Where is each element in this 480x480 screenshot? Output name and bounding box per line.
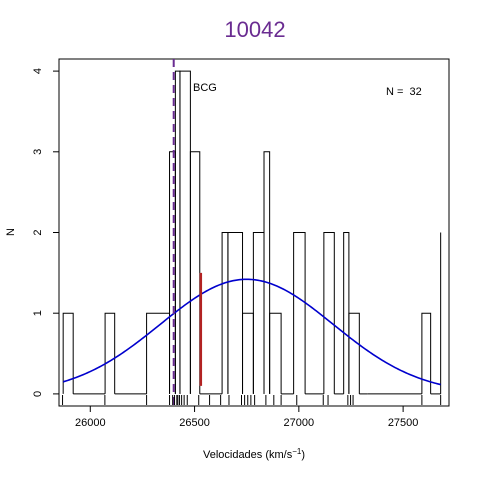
y-tick-label: 0 (32, 391, 44, 397)
histogram-bin (252, 232, 265, 394)
x-tick-label: 26500 (179, 417, 210, 429)
x-tick-label: 27000 (284, 417, 315, 429)
y-tick-label: 2 (32, 229, 44, 235)
histogram-bin (348, 312, 360, 394)
y-axis-label: N (5, 228, 17, 236)
y-tick-label: 1 (32, 310, 44, 316)
x-tick-label: 27500 (388, 417, 419, 429)
y-tick-label: 3 (32, 149, 44, 155)
histogram-bin (227, 232, 244, 394)
histogram-bin (293, 232, 306, 394)
histogram-bin (189, 151, 201, 394)
x-axis: 26000 26500 27000 27500 (75, 406, 418, 429)
chart-title: 10042 (224, 17, 285, 42)
y-tick-label: 4 (32, 68, 44, 74)
histogram-bin (62, 312, 74, 394)
histogram-bin (221, 232, 229, 394)
histogram-bin (263, 151, 271, 394)
histogram-bin (343, 232, 350, 394)
bcg-label: BCG (193, 82, 217, 94)
gaussian-fit-curve (62, 278, 441, 386)
x-axis-label-superscript: −1 (292, 447, 302, 456)
sample-size-label: N = 32 (386, 86, 422, 98)
histogram-bin (269, 312, 282, 394)
histogram-bin (179, 70, 191, 394)
histogram-bin (174, 70, 181, 394)
x-axis-label-suffix: ) (301, 449, 305, 461)
histogram-bin (421, 312, 432, 394)
x-tick-label: 26000 (75, 417, 106, 429)
plot-layer (62, 59, 442, 406)
y-axis: 0 1 2 3 4 (32, 68, 59, 397)
histogram-bin (323, 232, 335, 394)
x-axis-label: Velocidades (km/s−1) (203, 447, 305, 461)
histogram-bin (104, 312, 116, 394)
histogram-bin (242, 312, 254, 394)
